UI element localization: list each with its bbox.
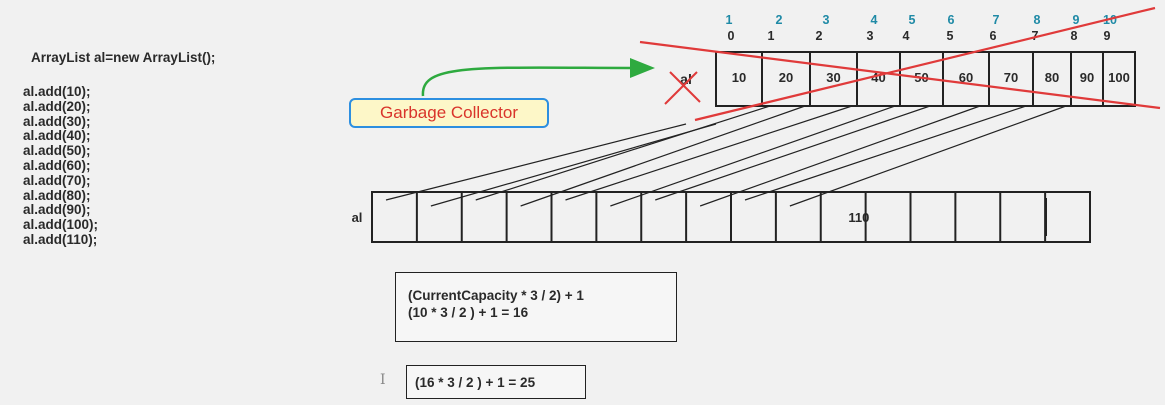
copy-line bbox=[655, 105, 931, 201]
old-cell-value: 100 bbox=[1108, 70, 1130, 85]
next-capacity-box: (16 * 3 / 2 ) + 1 = 25 bbox=[406, 365, 586, 399]
old-index-label: 1 bbox=[768, 29, 775, 43]
add-call: al.add(20); bbox=[23, 98, 91, 114]
text-cursor-icon: I bbox=[380, 372, 386, 388]
strike-line bbox=[639, 40, 1161, 110]
old-cell-value: 70 bbox=[1004, 70, 1018, 85]
add-call: al.add(110); bbox=[23, 231, 98, 247]
element-count-label: 1 bbox=[726, 13, 733, 27]
copy-line bbox=[565, 105, 853, 201]
add-call: al.add(90); bbox=[23, 202, 91, 218]
old-array-label: al bbox=[680, 71, 692, 87]
old-index-label: 7 bbox=[1032, 29, 1039, 43]
add-call: al.add(10); bbox=[23, 84, 91, 99]
new-array-label: al bbox=[352, 210, 363, 225]
cross-mark bbox=[669, 71, 701, 103]
copy-line bbox=[385, 123, 687, 201]
old-cell-value: 80 bbox=[1045, 70, 1059, 85]
old-index-label: 4 bbox=[903, 29, 910, 43]
strike-line bbox=[694, 6, 1156, 122]
old-cell-value: 60 bbox=[959, 70, 973, 85]
next-capacity-calc: (16 * 3 / 2 ) + 1 = 25 bbox=[415, 375, 536, 390]
element-count-label: 6 bbox=[948, 13, 955, 27]
old-index-label: 5 bbox=[947, 29, 954, 43]
copy-line bbox=[699, 105, 981, 207]
new-value: 110 bbox=[848, 210, 869, 225]
element-count-label: 4 bbox=[871, 13, 878, 27]
copy-line bbox=[430, 123, 717, 207]
add-call: al.add(40); bbox=[23, 128, 91, 144]
garbage-collector-callout: Garbage Collector bbox=[349, 98, 549, 128]
capacity-formula: (CurrentCapacity * 3 / 2) + 1 bbox=[408, 288, 584, 303]
old-index-label: 2 bbox=[816, 29, 823, 43]
element-count-label: 8 bbox=[1034, 13, 1041, 27]
old-cell-value: 20 bbox=[779, 70, 793, 85]
copy-line bbox=[520, 105, 806, 207]
copy-line bbox=[789, 105, 1067, 207]
add-call: al.add(100); bbox=[23, 217, 99, 233]
old-index-label: 6 bbox=[990, 29, 997, 43]
old-array: 1020304050607080901000123456789123456789… bbox=[680, 13, 1136, 107]
cross-mark bbox=[664, 71, 698, 105]
copy-line bbox=[610, 105, 896, 207]
capacity-calc: (10 * 3 / 2 ) + 1 = 16 bbox=[408, 305, 529, 320]
old-cell-value: 90 bbox=[1080, 70, 1094, 85]
arraylist-declaration: ArrayList al=new ArrayList(); bbox=[31, 50, 216, 65]
element-count-label: 5 bbox=[909, 13, 916, 27]
copy-line bbox=[475, 105, 771, 201]
element-count-label: 3 bbox=[823, 13, 830, 27]
old-array-outline bbox=[715, 51, 1136, 107]
new-array: al 110 bbox=[352, 191, 1091, 243]
add-calls-list: al.add(10); al.add(20); al.add(30); al.a… bbox=[23, 84, 99, 248]
old-index-label: 9 bbox=[1104, 29, 1111, 43]
element-count-label: 9 bbox=[1073, 13, 1080, 27]
old-index-label: 8 bbox=[1071, 29, 1078, 43]
capacity-formula-box: (CurrentCapacity * 3 / 2) + 1 (10 * 3 / … bbox=[395, 272, 677, 342]
add-call: al.add(30); bbox=[23, 113, 91, 129]
old-cell-value: 30 bbox=[826, 70, 840, 85]
add-call: al.add(60); bbox=[23, 157, 91, 173]
old-index-label: 0 bbox=[728, 29, 735, 43]
old-index-label: 3 bbox=[867, 29, 874, 43]
element-count-label: 2 bbox=[776, 13, 783, 27]
old-cell-value: 10 bbox=[732, 70, 746, 85]
element-count-label: 7 bbox=[993, 13, 1000, 27]
add-call: al.add(80); bbox=[23, 187, 91, 203]
add-call: al.add(70); bbox=[23, 172, 91, 188]
copy-lines bbox=[385, 105, 1067, 207]
gc-arrow bbox=[421, 57, 655, 97]
add-call: al.add(50); bbox=[23, 143, 91, 159]
strike-marks bbox=[639, 6, 1161, 122]
copy-line bbox=[744, 105, 1027, 201]
